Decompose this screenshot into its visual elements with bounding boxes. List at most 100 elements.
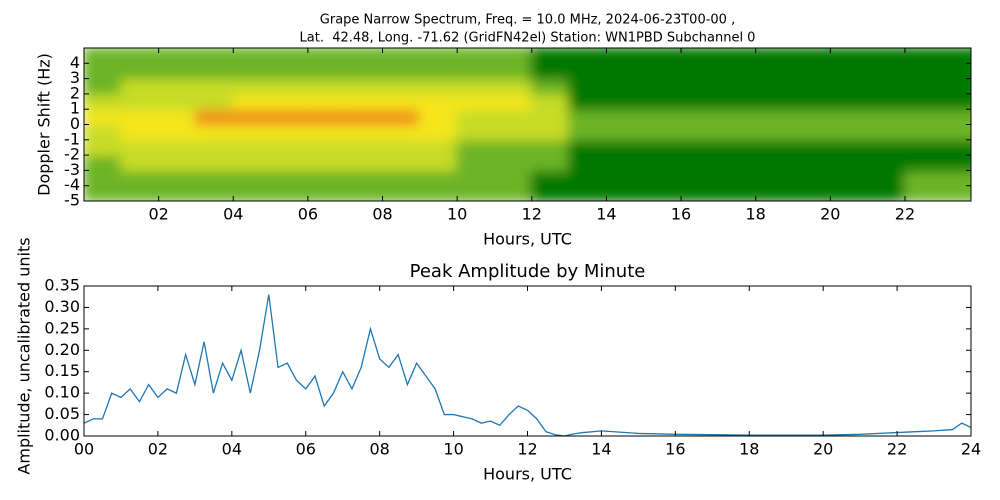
heatmap-cell	[530, 169, 571, 187]
x-tick-label: 20	[820, 205, 840, 224]
heatmap-cell	[642, 123, 683, 141]
heatmap-cell	[232, 77, 272, 95]
heatmap-cell	[717, 48, 757, 65]
heatmap-cell	[306, 108, 347, 126]
heatmap-cell	[829, 77, 869, 95]
heatmap-cell	[754, 154, 795, 172]
heatmap-cell	[157, 48, 197, 65]
heatmap-cell	[120, 154, 160, 172]
heatmap-cell	[792, 123, 832, 141]
heatmap-cell	[642, 154, 683, 172]
heatmap-cell	[84, 154, 123, 172]
heatmap-cell	[232, 92, 272, 111]
heatmap-cell	[344, 62, 384, 80]
heatmap-cell	[642, 108, 683, 126]
heatmap-cell	[344, 48, 384, 65]
heatmap-cell	[493, 108, 533, 126]
heatmap-cell	[941, 92, 971, 111]
heatmap-cell	[717, 154, 757, 172]
heatmap-cell	[530, 92, 571, 111]
heatmap-cell	[680, 154, 720, 172]
heatmap-cell	[903, 108, 944, 126]
heatmap-cell	[754, 138, 795, 157]
heatmap-cell	[866, 154, 906, 172]
chart-title: Grape Narrow Spectrum, Freq. = 10.0 MHz,…	[320, 13, 735, 28]
heatmap-cell	[941, 154, 971, 172]
heatmap-cell	[717, 138, 757, 157]
heatmap-cell	[120, 123, 160, 141]
heatmap-cell	[381, 123, 421, 141]
heatmap-cell	[941, 108, 971, 126]
heatmap-cell	[829, 184, 869, 201]
heatmap-cell	[306, 184, 347, 201]
heatmap-cell	[306, 62, 347, 80]
heatmap-cell	[269, 92, 309, 111]
heatmap-cell	[194, 108, 235, 126]
heatmap-cell	[232, 184, 272, 201]
x-tick-label: 12	[522, 205, 542, 224]
heatmap-cell	[344, 108, 384, 126]
x-tick-label: 18	[739, 440, 759, 459]
heatmap-cell	[605, 92, 645, 111]
heatmap-cell	[717, 108, 757, 126]
heatmap-cell	[381, 77, 421, 95]
heatmap-cell	[456, 123, 496, 141]
data-line	[83, 294, 972, 437]
heatmap-cell	[866, 108, 906, 126]
x-tick-label: 16	[665, 440, 685, 459]
heatmap-cell	[418, 169, 459, 187]
heatmap-cell	[232, 154, 272, 172]
heatmap-cell	[903, 123, 944, 141]
heatmap-cell	[232, 138, 272, 157]
heatmap-cell	[120, 184, 160, 201]
heatmap-cell	[157, 123, 197, 141]
heatmap-cell	[680, 123, 720, 141]
heatmap-cell	[418, 77, 459, 95]
y-tick-label: 2	[70, 83, 80, 102]
heatmap-cell	[194, 138, 235, 157]
heatmap-cell	[493, 77, 533, 95]
heatmap-cell	[456, 108, 496, 126]
heatmap-cell	[493, 62, 533, 80]
heatmap-cell	[381, 184, 421, 201]
heatmap-cell	[717, 77, 757, 95]
heatmap-cell	[903, 77, 944, 95]
heatmap-cell	[194, 169, 235, 187]
heatmap-cell	[680, 138, 720, 157]
heatmap-cell	[829, 92, 869, 111]
heatmap-cell	[754, 169, 795, 187]
heatmap-cell	[866, 123, 906, 141]
heatmap-cell	[792, 154, 832, 172]
axes-frame	[83, 285, 972, 437]
heatmap-cell	[754, 48, 795, 65]
heatmap-cell	[642, 169, 683, 187]
heatmap-cell	[568, 108, 608, 126]
heatmap-cell	[418, 62, 459, 80]
heatmap-cell	[754, 92, 795, 111]
heatmap-cell	[84, 123, 123, 141]
heatmap-cell	[418, 92, 459, 111]
x-tick-label: 10	[443, 440, 463, 459]
heatmap-cell	[194, 92, 235, 111]
heatmap-cell	[306, 123, 347, 141]
x-tick-label: 16	[671, 205, 691, 224]
heatmap-cell	[866, 169, 906, 187]
x-tick-label: 12	[517, 440, 537, 459]
y-tick-label: 0.30	[44, 297, 80, 316]
y-tick-label: 3	[70, 68, 80, 87]
heatmap-cell	[903, 48, 944, 65]
heatmap-cell	[568, 92, 608, 111]
heatmap-cell	[903, 92, 944, 111]
heatmap-cell	[568, 184, 608, 201]
heatmap-cell	[530, 62, 571, 80]
y-tick-label: 0.35	[44, 276, 80, 295]
heatmap-cell	[157, 92, 197, 111]
heatmap-cell	[84, 184, 123, 201]
heatmap-cell	[269, 48, 309, 65]
heatmap-cell	[866, 184, 906, 201]
heatmap-cell	[792, 184, 832, 201]
heatmap-cell	[306, 48, 347, 65]
heatmap-cell	[456, 48, 496, 65]
heatmap-cell	[568, 123, 608, 141]
